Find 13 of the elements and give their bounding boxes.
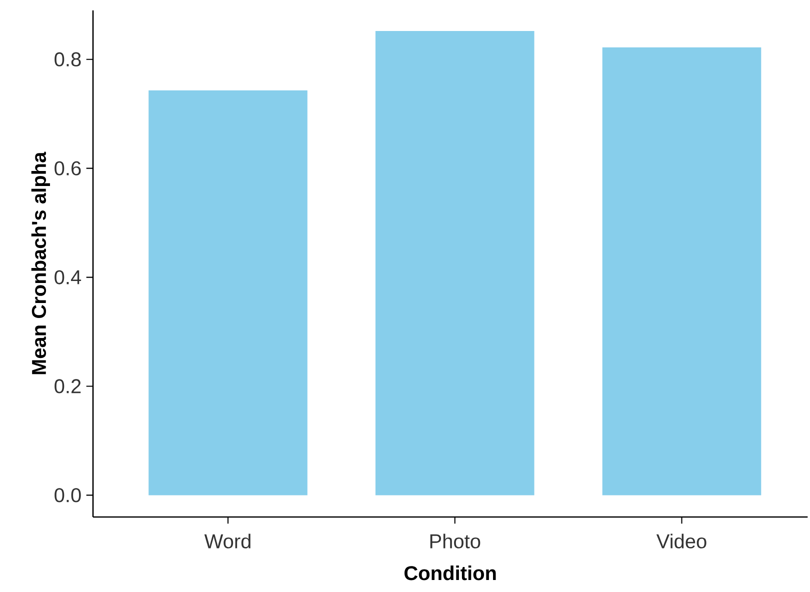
y-axis-title: Mean Cronbach's alpha [31,152,50,374]
x-tick-label: Photo [430,534,480,548]
y-tick-label: 0.0 [54,488,81,502]
y-tick-label: 0.4 [54,270,82,284]
x-axis-title: Condition [404,566,496,580]
x-tick-label: Word [204,534,250,548]
y-tick-label: 0.6 [54,161,81,176]
y-tick-label: 0.2 [54,379,81,394]
x-tick-label: Video [656,534,706,548]
bar [602,47,762,496]
bar [375,31,534,496]
bar [148,90,308,496]
y-tick-label: 0.8 [54,52,81,66]
